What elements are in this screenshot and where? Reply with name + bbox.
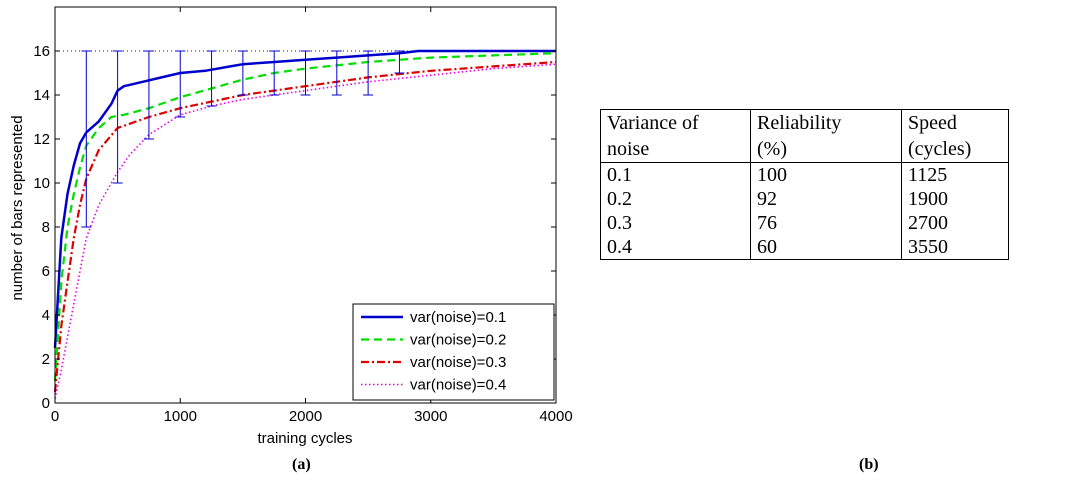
y-tick-label: 10 <box>33 175 50 192</box>
header-reliability: Reliability (%) <box>750 109 902 163</box>
legend: var(noise)=0.1 var(noise)=0.2 var(noise)=0… <box>352 303 555 401</box>
header-variance-line-2: noise <box>607 138 650 160</box>
table-cell: 0.4 <box>600 235 751 260</box>
x-axis-title: training cycles <box>257 430 352 447</box>
y-tick-label: 6 <box>42 263 50 280</box>
legend-label: var(noise)=0.1 <box>410 309 506 326</box>
table-header-row: Variance of noise Reliability (%) Speed (cy… <box>600 109 1009 163</box>
header-reliability-line-2: (%) <box>757 138 787 160</box>
legend-label: var(noise)=0.3 <box>410 354 506 371</box>
error-bar <box>363 50 374 96</box>
table-cell: 60 <box>750 235 902 260</box>
x-tick-label: 3000 <box>414 408 447 425</box>
x-tick-label: 4000 <box>539 408 572 425</box>
table-cell: 2700 <box>901 211 1009 235</box>
table-row: 0.4 60 3550 <box>600 235 1009 260</box>
table-cell: 100 <box>750 162 902 187</box>
table-row: 0.2 92 1900 <box>600 187 1009 211</box>
error-bar <box>394 50 405 74</box>
error-bar <box>143 50 154 140</box>
table-cell: 92 <box>750 187 902 211</box>
error-bar <box>175 50 186 118</box>
error-bar <box>300 50 311 96</box>
table-cell: 0.1 <box>600 162 751 187</box>
y-tick-label: 2 <box>42 351 50 368</box>
error-bar <box>331 50 342 96</box>
legend-label: var(noise)=0.4 <box>410 377 506 394</box>
error-bar <box>269 50 280 96</box>
results-table: Variance of noise Reliability (%) Speed (cy… <box>600 109 1009 260</box>
header-variance-line-1: Variance of <box>607 112 699 134</box>
y-tick-label: 14 <box>33 87 50 104</box>
legend-label: var(noise)=0.2 <box>410 332 506 349</box>
error-bar <box>206 50 217 107</box>
y-tick-label: 4 <box>42 307 50 324</box>
y-tick-label: 8 <box>42 219 50 236</box>
error-bar <box>81 50 92 228</box>
y-tick-label: 16 <box>33 43 50 60</box>
x-tick-label: 0 <box>51 408 59 425</box>
table-row: 0.1 100 1125 <box>600 162 1009 187</box>
caption-a: (a) <box>292 456 311 473</box>
x-tick-label: 2000 <box>289 408 322 425</box>
table-cell: 3550 <box>901 235 1009 260</box>
table-cell: 1125 <box>901 162 1009 187</box>
error-bar <box>112 50 123 184</box>
axes: 0 1000 2000 3000 4000 0 2 4 6 8 10 12 14 16 <box>33 6 573 425</box>
table-cell: 76 <box>750 211 902 235</box>
header-speed-line-2: (cycles) <box>908 138 972 160</box>
series-line-1 <box>53 49 556 349</box>
y-axis-title: number of bars represented <box>9 115 26 300</box>
y-tick-label: 12 <box>33 131 50 148</box>
series-line-3 <box>53 60 557 393</box>
error-bar <box>237 50 248 96</box>
y-tick-label: 0 <box>42 395 50 412</box>
x-tick-label: 1000 <box>164 408 197 425</box>
table-cell: 0.2 <box>600 187 751 211</box>
header-speed: Speed (cycles) <box>901 109 1009 163</box>
table-cell: 0.3 <box>600 211 751 235</box>
header-variance: Variance of noise <box>600 109 751 163</box>
series-line-4 <box>54 63 557 399</box>
header-reliability-line-1: Reliability <box>757 112 842 134</box>
caption-b: (b) <box>859 456 879 473</box>
header-speed-line-1: Speed <box>908 112 957 134</box>
error-bars <box>81 50 405 228</box>
table-row: 0.3 76 2700 <box>600 211 1009 235</box>
table-cell: 1900 <box>901 187 1009 211</box>
